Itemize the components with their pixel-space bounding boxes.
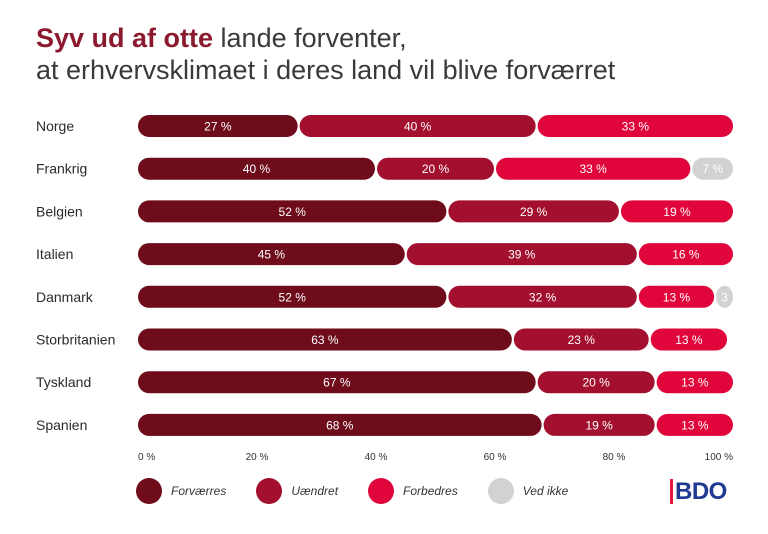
bar-segment-storbritanien-uaendret bbox=[513, 328, 649, 351]
category-label-tyskland: Tyskland bbox=[36, 374, 91, 390]
data-label-tyskland-forvaerres: 67 % bbox=[323, 376, 351, 390]
bar-segment-spanien-uaendret bbox=[543, 413, 655, 436]
bar-segment-frankrig-uaendret bbox=[377, 157, 494, 180]
bar-segment-storbritanien-forbedres bbox=[650, 328, 728, 351]
bar-segment-tyskland-forvaerres bbox=[138, 371, 536, 394]
bar-segment-spanien-forvaerres bbox=[138, 413, 542, 436]
data-label-spanien-forbedres: 13 % bbox=[681, 418, 709, 432]
category-label-belgien: Belgien bbox=[36, 203, 83, 219]
data-label-tyskland-forbedres: 13 % bbox=[681, 376, 709, 390]
bar-segment-spanien-forbedres bbox=[656, 413, 733, 436]
data-label-frankrig-uaendret: 20 % bbox=[422, 162, 450, 176]
data-label-storbritanien-forvaerres: 63 % bbox=[311, 333, 339, 347]
data-label-italien-forbedres: 16 % bbox=[672, 248, 700, 262]
legend-swatch-ved-ikke bbox=[487, 478, 514, 504]
legend-swatch-uaendret bbox=[256, 478, 283, 504]
category-label-italien: Italien bbox=[36, 246, 73, 262]
legend-label-ved-ikke: Ved ikke bbox=[522, 484, 569, 498]
bar-segment-belgien-forvaerres bbox=[138, 200, 447, 223]
x-tick-label-20: 20 % bbox=[246, 452, 269, 463]
category-label-norge: Norge bbox=[36, 118, 74, 134]
chart-title: Syv ud af otte lande forventer, at erhve… bbox=[36, 22, 615, 86]
bar-segment-frankrig-forvaerres bbox=[138, 157, 375, 180]
logo-text: BDO bbox=[675, 478, 727, 505]
legend-label-forvaerres: Forværres bbox=[171, 484, 227, 498]
bar-segment-danmark-forvaerres bbox=[138, 285, 447, 308]
bar-segment-belgien-uaendret bbox=[448, 200, 619, 223]
title-highlight: Syv ud af otte bbox=[36, 23, 214, 53]
bar-segment-norge-uaendret bbox=[299, 115, 536, 137]
category-label-storbritanien: Storbritanien bbox=[36, 332, 115, 348]
logo-bar bbox=[670, 479, 673, 504]
data-label-spanien-forvaerres: 68 % bbox=[326, 418, 354, 432]
data-label-norge-forvaerres: 27 % bbox=[204, 120, 232, 134]
data-label-danmark-ved-ikke: 3 bbox=[721, 290, 728, 304]
data-label-danmark-forvaerres: 52 % bbox=[279, 290, 307, 304]
title-line-1-rest: lande forventer, bbox=[213, 23, 407, 53]
bar-segment-italien-forvaerres bbox=[138, 243, 405, 266]
data-label-belgien-forvaerres: 52 % bbox=[279, 205, 307, 219]
title-line-2: at erhvervsklimaet i deres land vil bliv… bbox=[36, 55, 616, 85]
legend-label-uaendret: Uændret bbox=[291, 484, 339, 498]
bar-segment-norge-forbedres bbox=[537, 115, 733, 137]
bar-segment-danmark-ved-ikke bbox=[716, 285, 733, 308]
data-label-norge-forbedres: 33 % bbox=[622, 120, 650, 134]
legend-swatch-forvaerres bbox=[136, 478, 162, 504]
bar-segment-italien-uaendret bbox=[406, 243, 637, 266]
data-label-tyskland-uaendret: 20 % bbox=[582, 376, 610, 390]
legend-swatch-forbedres bbox=[368, 478, 395, 504]
data-label-belgien-uaendret: 29 % bbox=[520, 205, 548, 219]
bdo-logo: BDO bbox=[670, 478, 732, 506]
bar-segment-danmark-uaendret bbox=[448, 285, 637, 308]
x-tick-label-40: 40 % bbox=[365, 452, 388, 463]
legend: Forværres Uændret Forbedres Ved ikke bbox=[136, 478, 598, 504]
bar-segment-norge-forvaerres bbox=[138, 115, 298, 137]
data-label-spanien-uaendret: 19 % bbox=[585, 418, 613, 432]
category-label-danmark: Danmark bbox=[36, 289, 94, 305]
bar-segment-danmark-forbedres bbox=[638, 285, 715, 308]
bar-segment-tyskland-forbedres bbox=[656, 371, 733, 394]
bar-segment-storbritanien-forvaerres bbox=[138, 328, 512, 351]
data-label-frankrig-ved-ikke: 7 % bbox=[702, 162, 723, 176]
data-label-norge-uaendret: 40 % bbox=[404, 120, 432, 134]
category-label-frankrig: Frankrig bbox=[36, 161, 87, 177]
bar-segment-tyskland-uaendret bbox=[537, 371, 655, 394]
title-line-1: Syv ud af otte lande forventer, bbox=[36, 22, 615, 54]
bar-segment-belgien-forbedres bbox=[620, 200, 733, 223]
legend-label-forbedres: Forbedres bbox=[403, 484, 458, 498]
x-tick-label-60: 60 % bbox=[484, 452, 507, 463]
data-label-belgien-forbedres: 19 % bbox=[663, 205, 691, 219]
data-label-storbritanien-forbedres: 13 % bbox=[675, 333, 703, 347]
data-label-danmark-forbedres: 13 % bbox=[663, 290, 691, 304]
data-label-italien-forvaerres: 45 % bbox=[258, 248, 286, 262]
data-label-danmark-uaendret: 32 % bbox=[529, 290, 557, 304]
legend-item-forvaerres: Forværres bbox=[136, 478, 226, 504]
legend-item-forbedres: Forbedres bbox=[368, 478, 458, 504]
bar-segment-italien-forbedres bbox=[638, 243, 733, 266]
x-tick-label-100: 100 % bbox=[705, 452, 733, 463]
data-label-frankrig-forvaerres: 40 % bbox=[243, 162, 271, 176]
x-tick-label-80: 80 % bbox=[603, 452, 626, 463]
bar-segment-frankrig-ved-ikke bbox=[692, 157, 733, 180]
data-label-italien-uaendret: 39 % bbox=[508, 248, 536, 262]
legend-item-ved-ikke: Ved ikke bbox=[487, 478, 569, 504]
data-label-storbritanien-uaendret: 23 % bbox=[568, 333, 596, 347]
category-label-spanien: Spanien bbox=[36, 417, 87, 433]
bar-segment-frankrig-forbedres bbox=[496, 157, 691, 180]
legend-item-uaendret: Uændret bbox=[256, 478, 338, 504]
x-tick-label-0: 0 % bbox=[138, 452, 155, 463]
data-label-frankrig-forbedres: 33 % bbox=[579, 162, 607, 176]
stacked-bar-chart: Norge 27 % 40 % 33 % Frankrig 40 % 20 % 33 % 7 %… bbox=[36, 115, 733, 463]
